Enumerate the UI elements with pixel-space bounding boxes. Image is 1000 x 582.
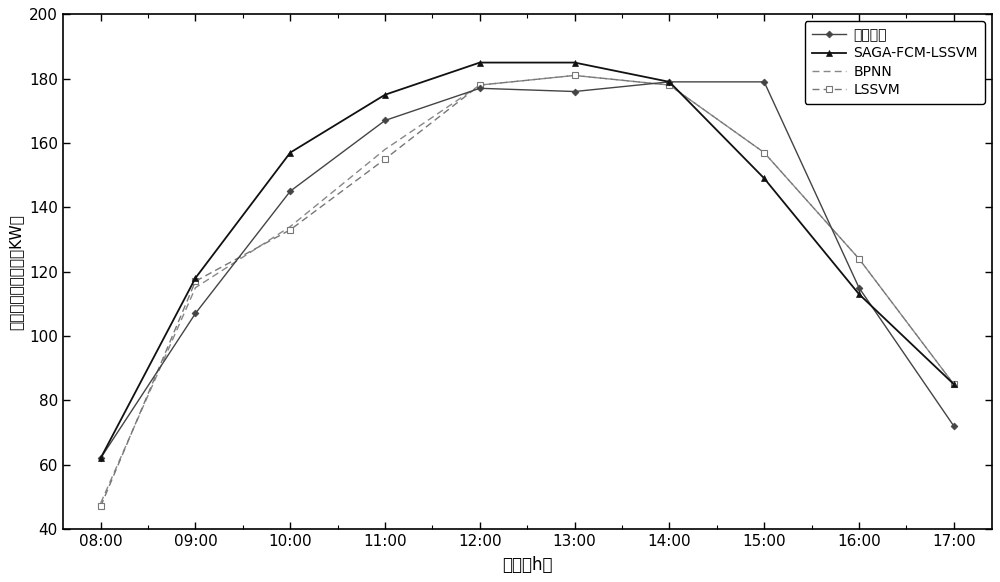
X-axis label: 时刻（h）: 时刻（h） xyxy=(502,556,552,574)
实际功率 xyxy=(474,85,486,92)
SAGA-FCM-LSSVM xyxy=(663,79,675,86)
实际功率 xyxy=(663,79,675,86)
LSSVM xyxy=(474,81,486,88)
实际功率 xyxy=(569,88,581,95)
BPNN xyxy=(379,146,391,153)
实际功率 xyxy=(853,284,865,291)
LSSVM xyxy=(569,72,581,79)
BPNN xyxy=(663,81,675,88)
BPNN xyxy=(569,72,581,79)
BPNN xyxy=(758,149,770,156)
Legend: 实际功率, SAGA-FCM-LSSVM, BPNN, LSSVM: 实际功率, SAGA-FCM-LSSVM, BPNN, LSSVM xyxy=(805,22,985,104)
LSSVM xyxy=(663,81,675,88)
SAGA-FCM-LSSVM xyxy=(569,59,581,66)
SAGA-FCM-LSSVM xyxy=(853,290,865,297)
实际功率 xyxy=(379,117,391,124)
实际功率 xyxy=(758,79,770,86)
SAGA-FCM-LSSVM xyxy=(189,275,201,282)
BPNN xyxy=(948,381,960,388)
BPNN xyxy=(95,499,107,506)
LSSVM xyxy=(948,381,960,388)
Line: BPNN: BPNN xyxy=(101,76,954,503)
SAGA-FCM-LSSVM xyxy=(284,149,296,156)
SAGA-FCM-LSSVM xyxy=(758,175,770,182)
SAGA-FCM-LSSVM xyxy=(379,91,391,98)
LSSVM xyxy=(853,255,865,262)
SAGA-FCM-LSSVM xyxy=(474,59,486,66)
实际功率 xyxy=(189,310,201,317)
LSSVM xyxy=(284,226,296,233)
Line: LSSVM: LSSVM xyxy=(98,73,957,509)
LSSVM xyxy=(95,503,107,510)
BPNN xyxy=(189,284,201,291)
BPNN xyxy=(284,223,296,230)
LSSVM xyxy=(379,155,391,162)
LSSVM xyxy=(189,278,201,285)
Line: 实际功率: 实际功率 xyxy=(98,79,956,460)
BPNN xyxy=(853,255,865,262)
SAGA-FCM-LSSVM xyxy=(95,455,107,462)
实际功率 xyxy=(948,423,960,430)
Y-axis label: 光伏电站输出功率（KW）: 光伏电站输出功率（KW） xyxy=(8,214,23,329)
实际功率 xyxy=(284,188,296,195)
BPNN xyxy=(474,81,486,88)
LSSVM xyxy=(758,149,770,156)
实际功率 xyxy=(95,455,107,462)
Line: SAGA-FCM-LSSVM: SAGA-FCM-LSSVM xyxy=(97,59,957,462)
SAGA-FCM-LSSVM xyxy=(948,381,960,388)
